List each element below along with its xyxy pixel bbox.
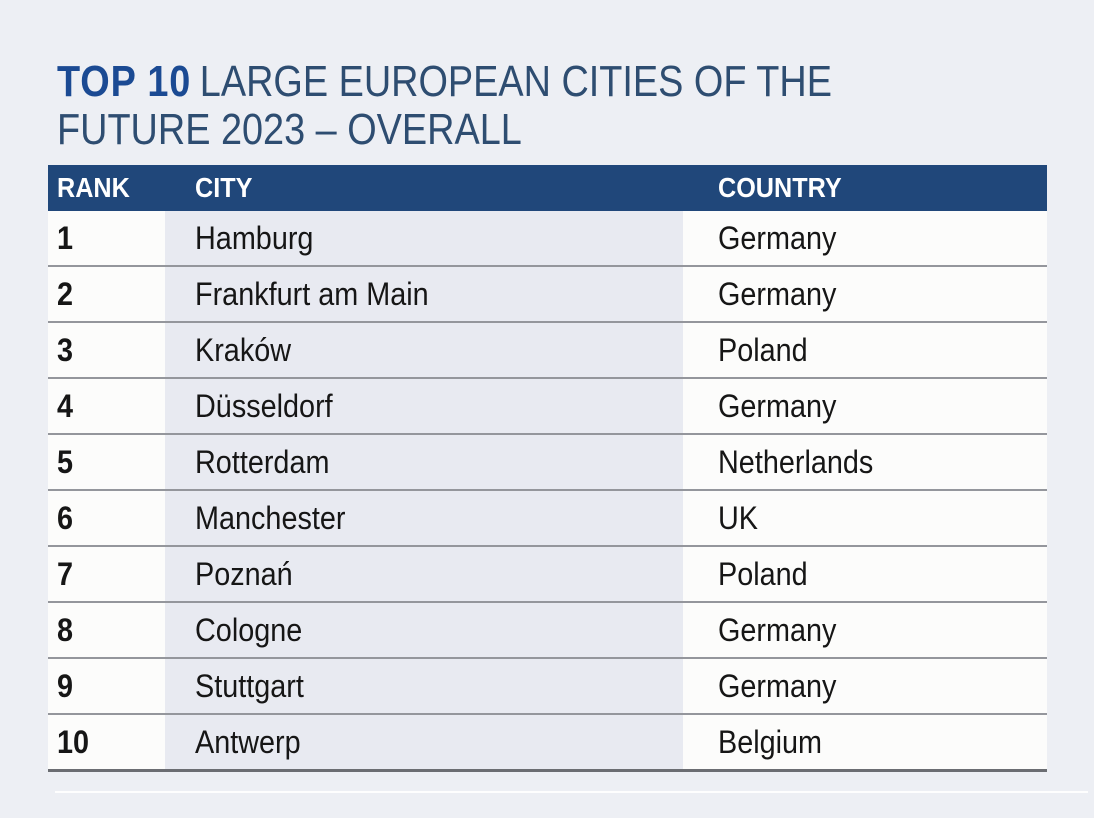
table-row: 6 Manchester UK (48, 490, 1047, 546)
country-cell: UK (683, 490, 1047, 546)
rank-cell: 8 (48, 602, 165, 658)
city-cell: Hamburg (165, 211, 683, 266)
city-cell: Manchester (165, 490, 683, 546)
table-row: 3 Kraków Poland (48, 322, 1047, 378)
column-header-country: COUNTRY (683, 165, 1047, 211)
title-line-1: TOP 10 LARGE EUROPEAN CITIES OF THE (57, 58, 1047, 106)
rank-cell: 5 (48, 434, 165, 490)
table-row: 7 Poznań Poland (48, 546, 1047, 602)
country-cell: Germany (683, 658, 1047, 714)
title-text-line2: FUTURE 2023 – OVERALL (57, 105, 522, 154)
ranking-table: RANK CITY COUNTRY 1 Hamburg Germany 2 Fr… (48, 165, 1047, 772)
title-text-line1: LARGE EUROPEAN CITIES OF THE (199, 57, 832, 106)
title-accent: TOP 10 (57, 57, 192, 106)
rank-cell: 7 (48, 546, 165, 602)
city-cell: Stuttgart (165, 658, 683, 714)
column-header-rank: RANK (48, 165, 165, 211)
city-cell: Kraków (165, 322, 683, 378)
rank-cell: 3 (48, 322, 165, 378)
table-row: 5 Rotterdam Netherlands (48, 434, 1047, 490)
city-cell: Cologne (165, 602, 683, 658)
rank-cell: 6 (48, 490, 165, 546)
table-row: 4 Düsseldorf Germany (48, 378, 1047, 434)
rank-cell: 2 (48, 266, 165, 322)
table-row: 8 Cologne Germany (48, 602, 1047, 658)
title-line-2: FUTURE 2023 – OVERALL (57, 106, 1047, 154)
country-cell: Germany (683, 378, 1047, 434)
rank-cell: 10 (48, 714, 165, 771)
table-row: 10 Antwerp Belgium (48, 714, 1047, 771)
rank-cell: 1 (48, 211, 165, 266)
rank-cell: 9 (48, 658, 165, 714)
ranking-infographic: TOP 10 LARGE EUROPEAN CITIES OF THE FUTUR… (48, 58, 1047, 772)
table-row: 2 Frankfurt am Main Germany (48, 266, 1047, 322)
country-cell: Belgium (683, 714, 1047, 771)
table-row: 9 Stuttgart Germany (48, 658, 1047, 714)
table-body: 1 Hamburg Germany 2 Frankfurt am Main Ge… (48, 211, 1047, 771)
city-cell: Poznań (165, 546, 683, 602)
column-header-city: CITY (165, 165, 683, 211)
table-header-row: RANK CITY COUNTRY (48, 165, 1047, 211)
city-cell: Düsseldorf (165, 378, 683, 434)
city-cell: Antwerp (165, 714, 683, 771)
page-title: TOP 10 LARGE EUROPEAN CITIES OF THE FUTUR… (57, 58, 1047, 154)
country-cell: Poland (683, 322, 1047, 378)
country-cell: Poland (683, 546, 1047, 602)
country-cell: Germany (683, 211, 1047, 266)
country-cell: Germany (683, 602, 1047, 658)
bottom-divider (55, 791, 1088, 793)
rank-cell: 4 (48, 378, 165, 434)
table-row: 1 Hamburg Germany (48, 211, 1047, 266)
city-cell: Frankfurt am Main (165, 266, 683, 322)
country-cell: Netherlands (683, 434, 1047, 490)
country-cell: Germany (683, 266, 1047, 322)
city-cell: Rotterdam (165, 434, 683, 490)
